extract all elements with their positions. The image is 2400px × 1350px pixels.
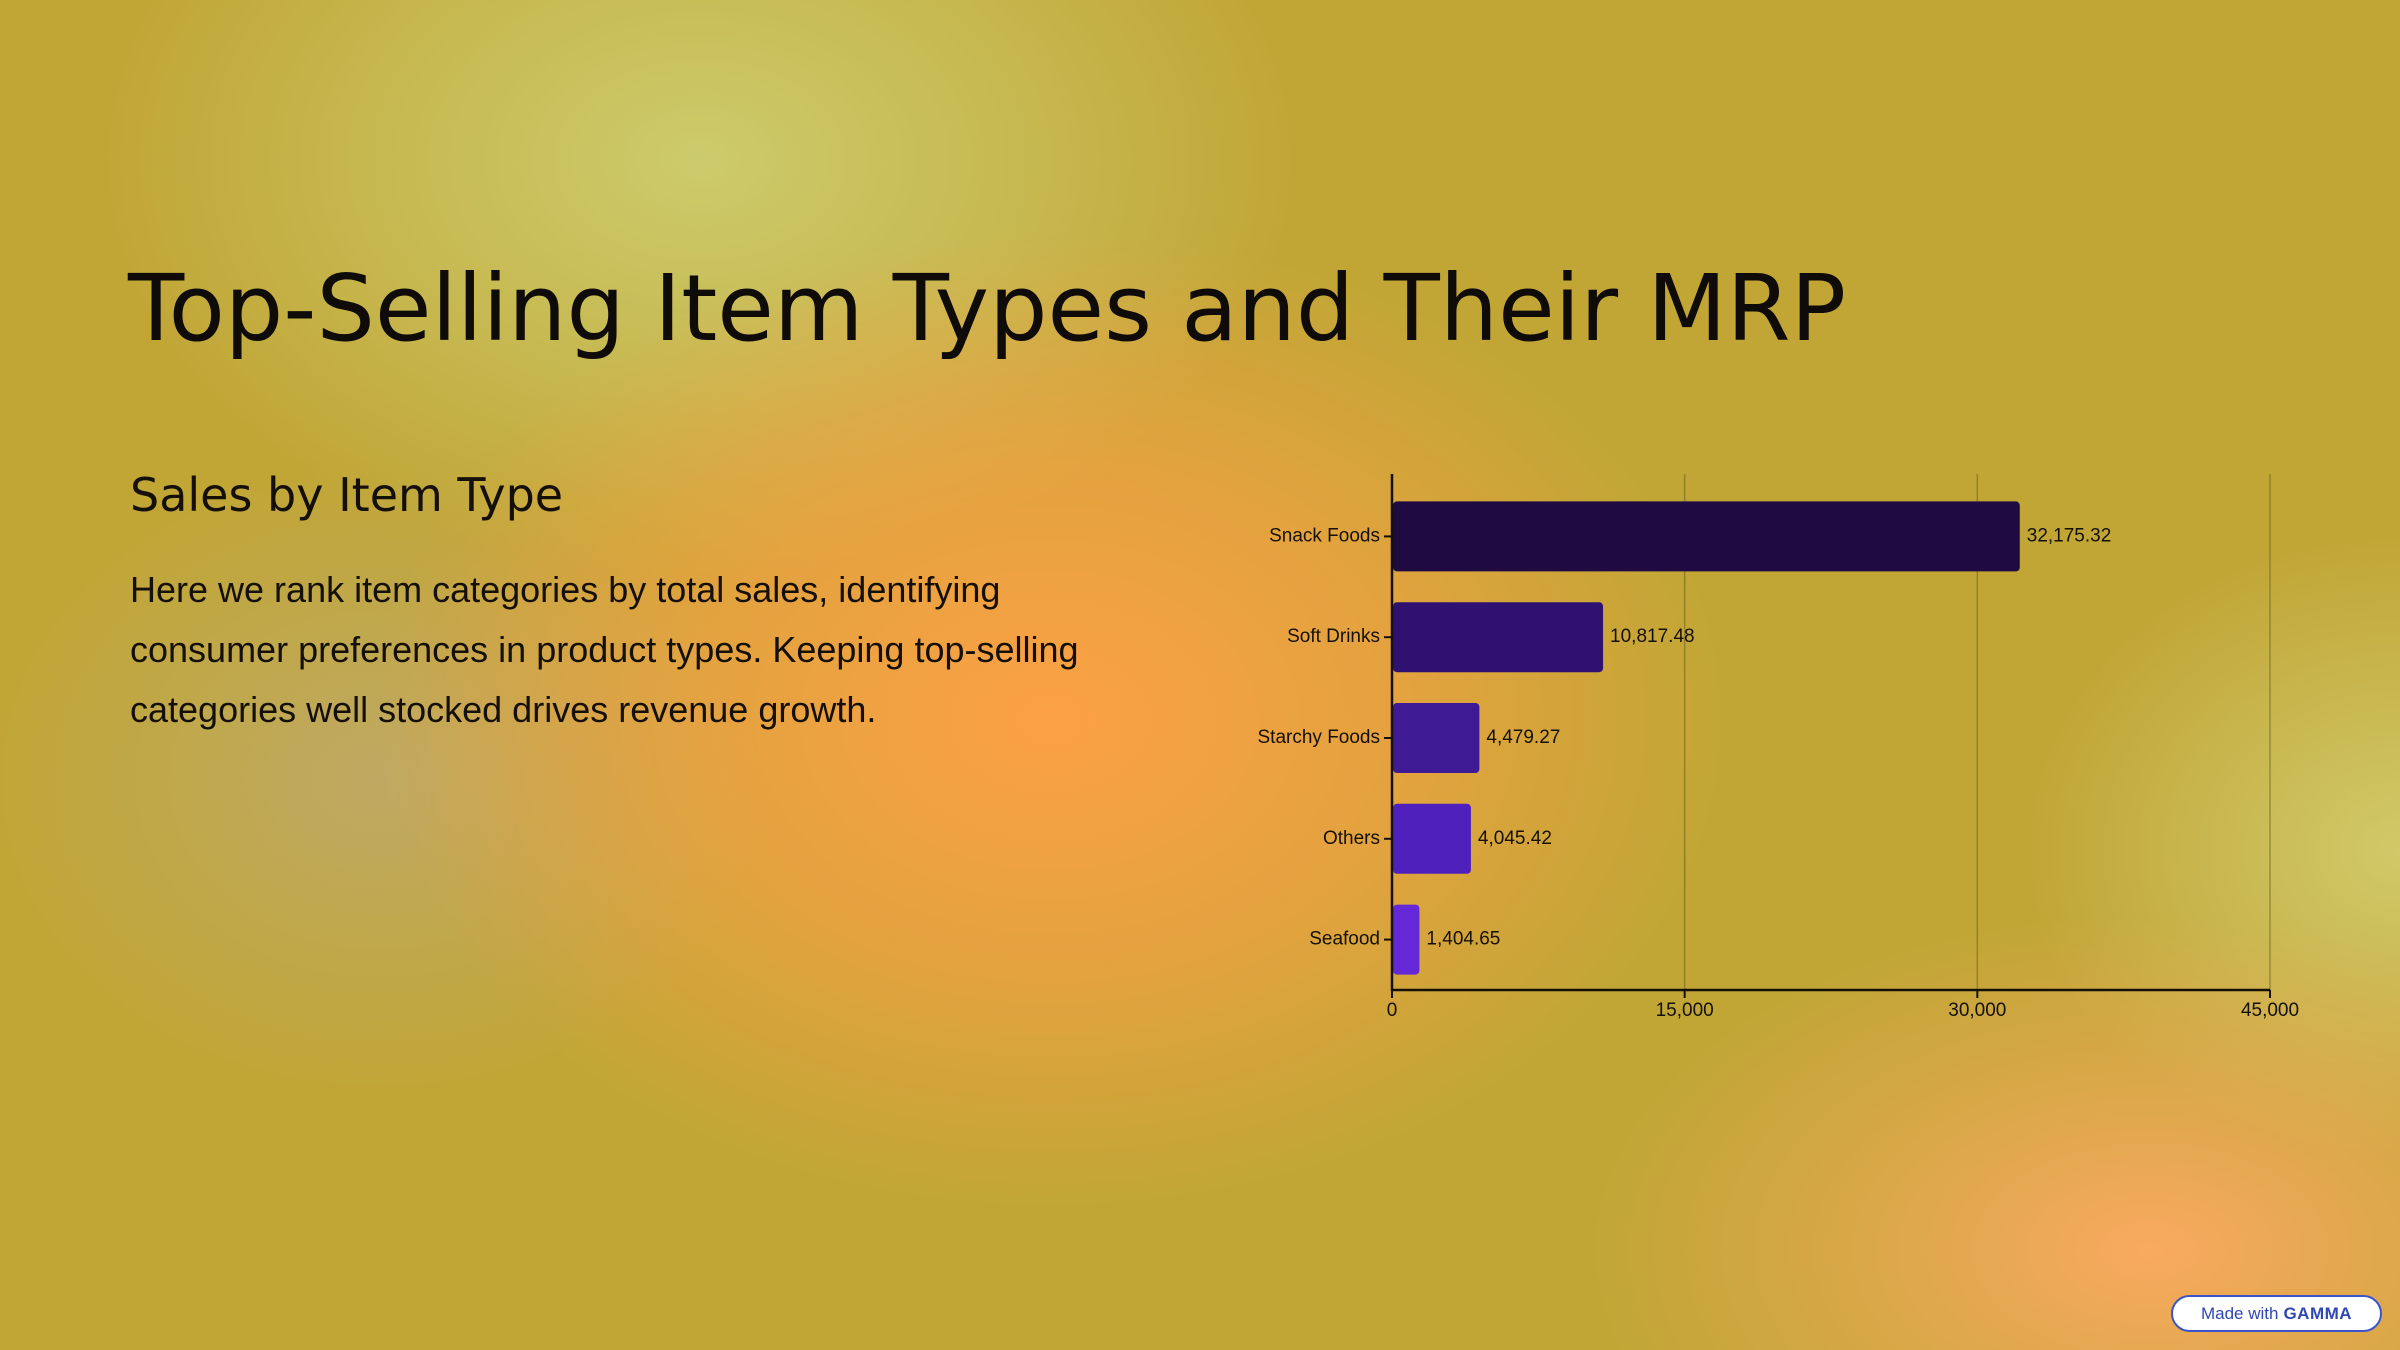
bar-1 [1393,602,1604,673]
x-tick-label-0: 0 [1387,1000,1398,1021]
bar-4 [1393,904,1420,975]
gamma-logo-text: GAMMA [2283,1303,2353,1323]
data-label-0: 32,175.32 [2027,525,2112,546]
x-tick-label-1: 15,000 [1656,1000,1714,1021]
x-tick-label-2: 30,000 [1948,1000,2006,1021]
data-label-1: 10,817.48 [1610,626,1695,647]
data-label-2: 4,479.27 [1486,727,1560,748]
category-label-0: Snack Foods [1269,525,1380,546]
x-tick-label-3: 45,000 [2241,1000,2299,1021]
bar-0 [1393,501,2020,572]
badge-prefix: Made with [2200,1303,2279,1323]
chart-axes: Snack Foods Soft Drinks Starchy Foods Other… [1258,474,2299,1021]
category-label-1: Soft Drinks [1287,626,1380,647]
bar-2 [1393,703,1480,773]
category-label-4: Seafood [1309,929,1380,950]
made-with-gamma-badge[interactable]: Made with GAMMA [2171,1295,2382,1332]
data-label-3: 4,045.42 [1478,828,1552,849]
bar-3 [1393,803,1471,874]
category-label-3: Others [1323,828,1380,849]
sales-by-item-type-chart: 32,175.32 10,817.48 4,479.27 4,045.42 1,404.… [1258,474,2299,1021]
category-label-2: Starchy Foods [1258,727,1381,748]
body-paragraph: Here we rank item categories by total sa… [130,569,1079,730]
data-label-4: 1,404.65 [1426,929,1500,950]
section-heading: Sales by Item Type [130,468,564,522]
chart-bars: 32,175.32 10,817.48 4,479.27 4,045.42 1,404.… [1393,501,2112,975]
slide-title: Top-Selling Item Types and Their MRP [128,255,1847,362]
